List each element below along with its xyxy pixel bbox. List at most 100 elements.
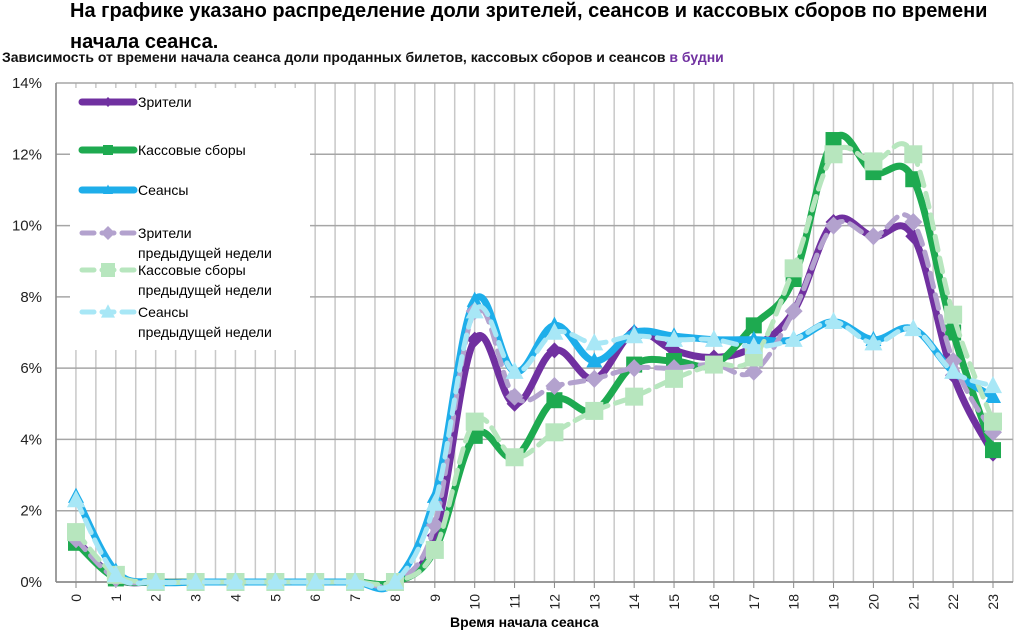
y-tick-label: 2% <box>20 503 42 520</box>
x-tick-label: 16 <box>706 594 722 610</box>
triangle-marker <box>346 572 365 590</box>
square-marker <box>425 540 444 559</box>
diamond-marker <box>103 97 113 107</box>
square-marker <box>465 412 484 431</box>
x-tick-label: 19 <box>826 594 842 610</box>
x-tick-label: 14 <box>626 594 642 610</box>
legend-label-line2: предыдущей недели <box>138 282 272 298</box>
square-marker <box>745 317 762 334</box>
x-tick-label: 9 <box>427 594 443 602</box>
square-marker <box>546 392 563 409</box>
square-marker <box>505 448 524 467</box>
legend-label: Сеансы <box>138 182 188 198</box>
triangle-marker <box>784 329 803 347</box>
diamond-marker <box>744 362 763 381</box>
triangle-marker <box>586 352 603 368</box>
triangle-marker <box>465 301 484 319</box>
x-tick-label: 4 <box>227 594 243 602</box>
y-tick-label: 12% <box>12 146 42 163</box>
triangle-marker <box>944 361 963 379</box>
square-marker <box>103 145 113 155</box>
legend: Зрители Кассовые сборы Сеансы Зрители предыд… <box>70 88 310 350</box>
triangle-marker <box>466 291 483 307</box>
x-tick-label: 0 <box>68 594 84 602</box>
x-tick-label: 20 <box>865 594 881 610</box>
diamond-marker <box>784 302 803 321</box>
legend-label: Кассовые сборы <box>138 262 246 278</box>
square-marker <box>824 145 843 164</box>
y-tick-label: 0% <box>20 574 42 591</box>
diamond-marker <box>545 376 564 395</box>
legend-label: Зрители <box>138 94 192 110</box>
diamond-marker <box>546 342 563 359</box>
x-tick-label: 3 <box>188 594 204 602</box>
square-marker <box>585 401 604 420</box>
x-tick-label: 23 <box>985 594 1001 610</box>
triangle-marker <box>67 490 85 508</box>
triangle-marker <box>146 572 165 590</box>
triangle-marker <box>266 572 285 590</box>
triangle-marker <box>985 387 1002 404</box>
diamond-marker <box>466 331 483 348</box>
x-tick-label: 8 <box>387 594 403 602</box>
legend-label-line2: предыдущей недели <box>138 324 272 340</box>
square-marker <box>67 523 85 542</box>
y-tick-label: 14% <box>12 75 42 92</box>
diamond-marker <box>585 369 604 388</box>
page-heading: На графике указано распределение доли зр… <box>70 0 988 53</box>
triangle-marker <box>306 572 325 590</box>
y-tick-label: 8% <box>20 289 42 306</box>
legend-label: Сеансы <box>138 304 188 320</box>
triangle-marker <box>186 572 205 590</box>
x-tick-label: 22 <box>945 594 961 610</box>
legend-item: Сеансы <box>78 182 188 198</box>
series-5 <box>67 301 1003 591</box>
x-tick-label: 15 <box>666 594 682 610</box>
diamond-marker <box>824 216 843 235</box>
triangle-marker <box>585 333 604 351</box>
triangle-marker <box>984 376 1003 394</box>
triangle-marker <box>103 184 113 194</box>
square-marker <box>864 152 883 171</box>
x-tick-label: 11 <box>507 594 523 609</box>
triangle-marker <box>545 322 564 340</box>
triangle-marker <box>704 329 723 347</box>
legend-label: Зрители <box>138 225 192 241</box>
square-marker <box>101 263 115 277</box>
x-tick-label: 13 <box>586 594 602 610</box>
square-marker <box>944 305 963 324</box>
triangle-marker <box>425 493 444 511</box>
triangle-marker <box>106 564 125 583</box>
x-tick-label: 10 <box>467 594 483 610</box>
square-marker <box>625 387 644 406</box>
square-marker <box>545 423 564 442</box>
x-tick-label: 17 <box>746 594 762 610</box>
x-tick-label: 5 <box>267 594 283 602</box>
legend-item: Зрители <box>78 94 192 110</box>
square-marker <box>704 355 723 374</box>
x-tick-label: 12 <box>546 594 562 610</box>
diamond-marker <box>625 359 644 378</box>
legend-item: Сеансы предыдущей недели <box>79 304 272 340</box>
square-marker <box>665 369 684 388</box>
x-tick-label: 7 <box>347 594 363 602</box>
triangle-marker <box>385 572 404 590</box>
x-tick-label: 1 <box>108 594 124 602</box>
y-tick-label: 4% <box>20 431 42 448</box>
legend-item: Зрители предыдущей недели <box>79 225 272 261</box>
legend-label: Кассовые сборы <box>138 142 246 158</box>
square-marker <box>984 412 1003 431</box>
square-marker <box>905 171 922 188</box>
square-marker <box>784 259 803 278</box>
triangle-marker <box>505 361 524 379</box>
legend-label-line2: предыдущей недели <box>138 245 272 261</box>
triangle-marker <box>226 572 245 590</box>
square-marker <box>904 145 923 164</box>
series-4 <box>67 141 1003 591</box>
square-marker <box>825 132 842 149</box>
x-axis-title: Время начала сеанса <box>450 614 599 630</box>
diamond-marker <box>904 213 923 232</box>
y-tick-label: 10% <box>12 218 42 235</box>
triangle-marker <box>904 319 923 337</box>
